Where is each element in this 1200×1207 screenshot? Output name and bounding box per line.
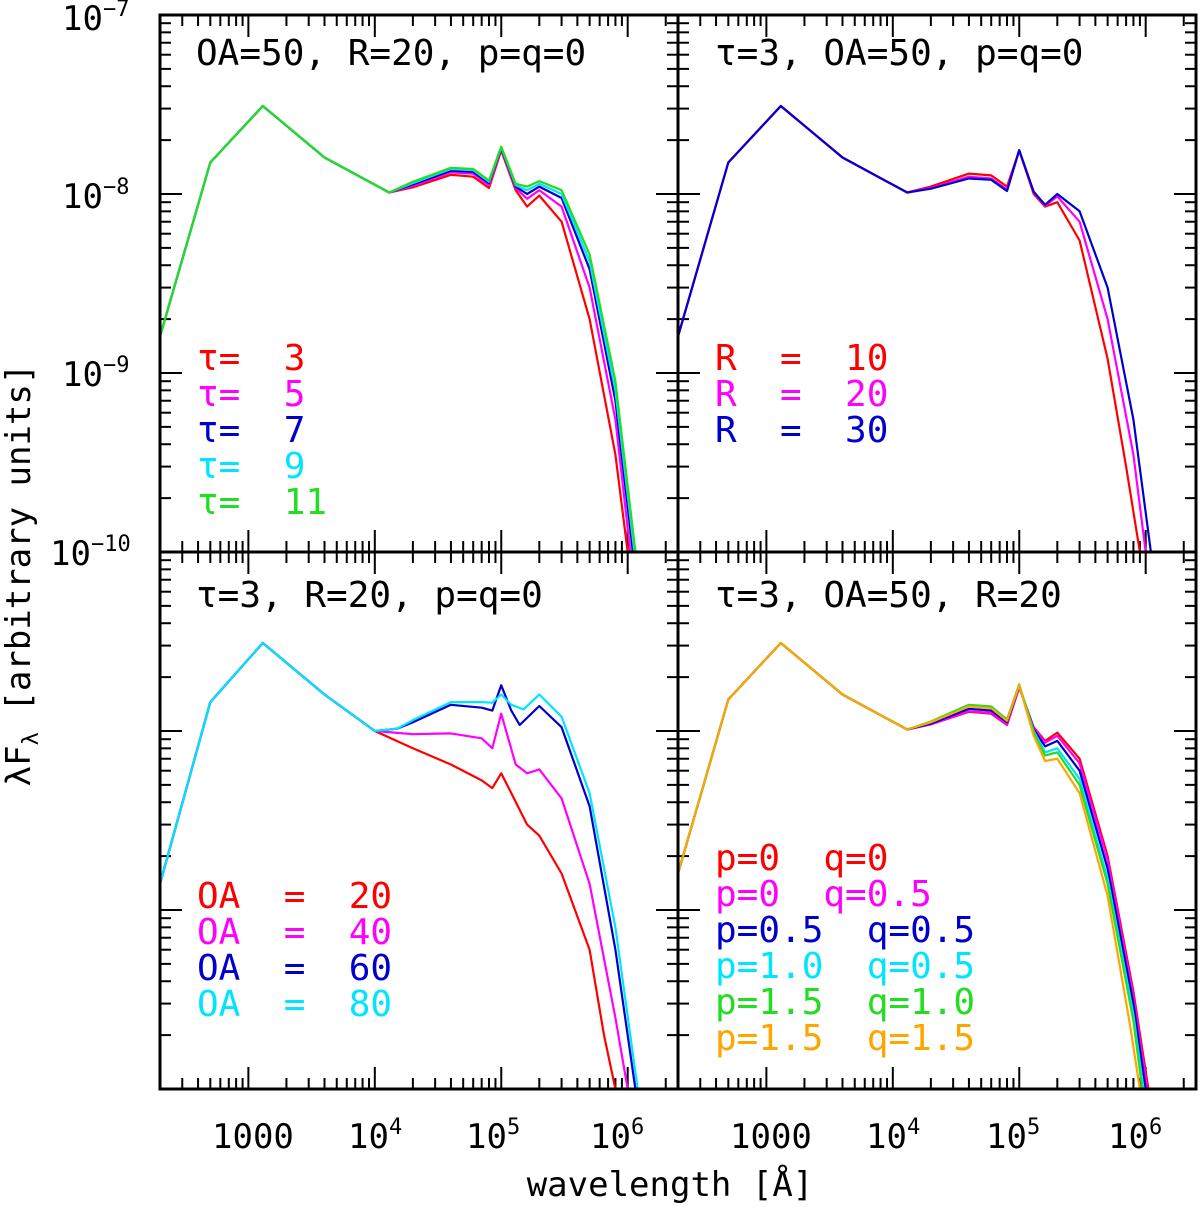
legend-entry: R = 30 <box>715 410 888 451</box>
legend-entry: p=0 q=0.5 <box>715 874 932 915</box>
series-line-4 <box>160 641 639 1089</box>
panel-2-legend: R = 10R = 20R = 30 <box>715 338 888 451</box>
ytick-1e-10: 10−10 <box>50 532 131 574</box>
x-axis-title: wavelength [Å] <box>527 1164 814 1205</box>
panel-title: τ=3, R=20, p=q=0 <box>196 575 543 616</box>
panel-frame <box>676 13 1198 554</box>
legend-entry: τ= 5 <box>197 374 305 415</box>
series-line-1 <box>678 104 1141 552</box>
xtick-1000-right: 1000 <box>730 1117 812 1157</box>
panel-title: τ=3, OA=50, R=20 <box>715 575 1062 616</box>
panels-layer: OA=50, R=20, p=q=0τ= 3τ= 5τ= 7τ= 9τ= 11τ… <box>158 13 1198 1091</box>
y-axis-title: λFλ [arbitrary units] <box>0 364 44 787</box>
xtick-1e4-left: 104 <box>348 1115 402 1157</box>
panel-4-legend: p=0 q=0p=0 q=0.5p=0.5 q=0.5p=1.0 q=0.5p=… <box>715 838 975 1059</box>
ytick-1e-9: 10−9 <box>62 353 129 395</box>
xtick-1000-left: 1000 <box>212 1117 294 1157</box>
legend-entry: p=1.0 q=0.5 <box>715 946 975 987</box>
panel-2-curves <box>678 104 1152 552</box>
legend-entry: OA = 40 <box>197 912 392 953</box>
legend-entry: OA = 20 <box>197 876 392 917</box>
panel-2: τ=3, OA=50, p=q=0 R = 10R = 20R = 30 <box>676 13 1198 554</box>
xtick-1e6-right: 106 <box>1108 1115 1162 1157</box>
legend-entry: p=1.5 q=1.0 <box>715 982 975 1023</box>
legend-entry: p=1.5 q=1.5 <box>715 1018 975 1059</box>
xtick-1e5-left: 105 <box>466 1115 520 1157</box>
x-axis-labels: 1000 104 105 106 1000 104 105 106 <box>212 1115 1162 1157</box>
y-axis-title-rest: [arbitrary units] <box>0 364 39 732</box>
panel-4-curves <box>678 641 1150 1089</box>
legend-entry: p=0 q=0 <box>715 838 888 879</box>
series-line-6 <box>678 641 1141 1089</box>
panel-frame <box>676 550 1198 1091</box>
legend-entry: τ= 9 <box>197 446 305 487</box>
xtick-1e6-left: 106 <box>590 1115 644 1157</box>
xtick-1e4-right: 104 <box>866 1115 920 1157</box>
legend-entry: p=0.5 q=0.5 <box>715 910 975 951</box>
legend-entry: R = 20 <box>715 374 888 415</box>
panel-4: τ=3, OA=50, R=20 p=0 q=0p=0 q=0.5p=0.5 q=… <box>676 550 1198 1091</box>
panel-3-curves <box>160 641 639 1089</box>
panel-2-ticks <box>677 15 1196 553</box>
series-line-3 <box>678 104 1152 552</box>
legend-entry: OA = 60 <box>197 948 392 989</box>
y-axis-title-main: λF <box>0 745 39 786</box>
ytick-1e-7: 10−7 <box>62 0 129 39</box>
panel-1-curves <box>160 104 637 552</box>
panel-4-ticks <box>677 552 1196 1090</box>
series-line-5 <box>160 104 637 552</box>
panel-title: τ=3, OA=50, p=q=0 <box>715 33 1083 74</box>
legend-entry: τ= 11 <box>197 482 327 523</box>
ytick-1e-8: 10−8 <box>62 175 129 217</box>
legend-entry: OA = 80 <box>197 984 392 1025</box>
panel-1-legend: τ= 3τ= 5τ= 7τ= 9τ= 11 <box>197 338 327 523</box>
series-line-2 <box>678 104 1147 552</box>
legend-entry: τ= 3 <box>197 338 305 379</box>
xtick-1e5-right: 105 <box>986 1115 1040 1157</box>
y-axis-labels: 10−7 10−8 10−9 10−10 <box>50 0 131 574</box>
panel-title: OA=50, R=20, p=q=0 <box>196 33 586 74</box>
legend-entry: τ= 7 <box>197 410 305 451</box>
legend-entry: R = 10 <box>715 338 888 379</box>
y-axis-title-sub: λ <box>19 732 44 745</box>
panel-1: OA=50, R=20, p=q=0 τ= 3τ= 5τ= 7τ= 9τ= 11 <box>158 13 680 554</box>
